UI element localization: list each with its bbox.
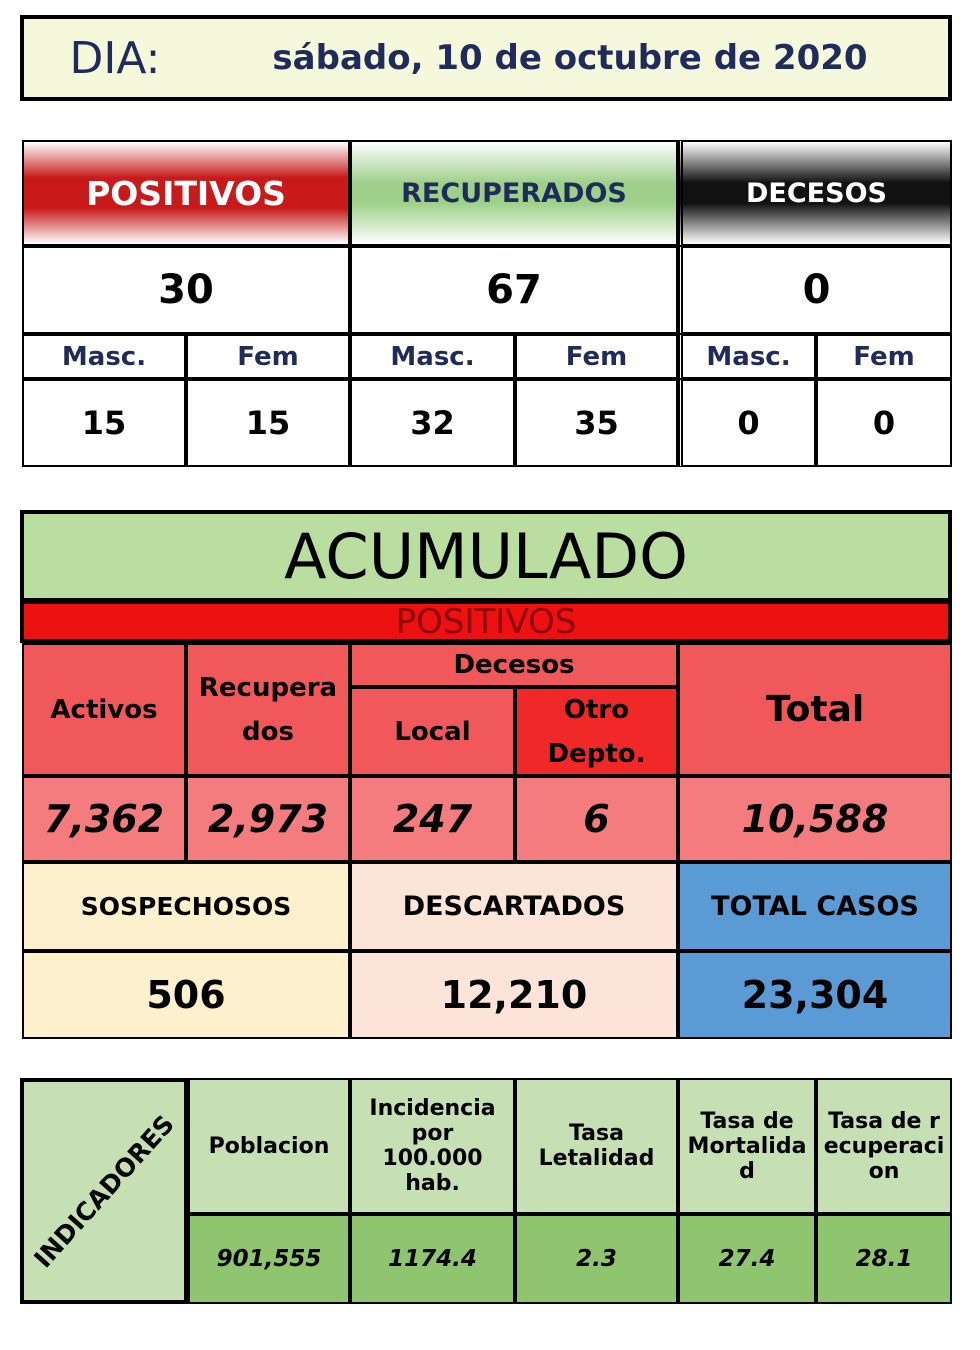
acc-header: Total xyxy=(678,643,952,776)
summary-label: SOSPECHOSOS xyxy=(22,862,350,951)
summary-label: DESCARTADOS xyxy=(350,862,678,951)
sex-value: 0 xyxy=(816,379,952,467)
sex-value: 32 xyxy=(350,379,515,467)
sex-label: Masc. xyxy=(678,334,816,379)
date: sábado, 10 de octubre de 2020 xyxy=(272,38,868,78)
acc-header: Otro Depto. xyxy=(515,687,678,776)
acc-title: ACUMULADO xyxy=(20,510,952,602)
indicators-box: INDICADORES xyxy=(20,1078,188,1304)
acc-header: Recuperados xyxy=(186,643,350,776)
acc-value: 7,362 xyxy=(22,776,186,862)
ind-label: Tasa Letalidad xyxy=(515,1078,678,1214)
acc-value: 247 xyxy=(350,776,515,862)
acc-value: 6 xyxy=(515,776,678,862)
ind-value: 2.3 xyxy=(515,1214,678,1304)
sex-value: 15 xyxy=(186,379,350,467)
summary-label: TOTAL CASOS xyxy=(678,862,952,951)
ind-value: 1174.4 xyxy=(350,1214,515,1304)
summary-value: 506 xyxy=(22,951,350,1039)
summary-value: 12,210 xyxy=(350,951,678,1039)
daily-total: 0 xyxy=(678,246,952,334)
sex-label: Fem xyxy=(186,334,350,379)
acc-value: 2,973 xyxy=(186,776,350,862)
acc-header: Decesos xyxy=(350,643,678,687)
sex-label: Fem xyxy=(515,334,678,379)
daily-header: POSITIVOS xyxy=(22,140,350,246)
ind-label: Poblacion xyxy=(188,1078,350,1214)
sex-value: 15 xyxy=(22,379,186,467)
ind-label: Tasa de recuperacion xyxy=(816,1078,952,1214)
summary-value: 23,304 xyxy=(678,951,952,1039)
date-box xyxy=(20,15,952,101)
acc-header: Local xyxy=(350,687,515,776)
acc-header: Activos xyxy=(22,643,186,776)
day-label: DIA: xyxy=(69,32,161,84)
sex-label: Fem xyxy=(816,334,952,379)
ind-label: Incidencia por 100.000 hab. xyxy=(350,1078,515,1214)
daily-header: DECESOS xyxy=(678,140,952,246)
ind-label: Tasa de Mortalidad xyxy=(678,1078,816,1214)
daily-total: 30 xyxy=(22,246,350,334)
ind-value: 901,555 xyxy=(188,1214,350,1304)
acc-subtitle: POSITIVOS xyxy=(20,600,952,643)
sex-value: 0 xyxy=(678,379,816,467)
daily-total: 67 xyxy=(350,246,678,334)
ind-value: 28.1 xyxy=(816,1214,952,1304)
daily-header: RECUPERADOS xyxy=(350,140,678,246)
ind-value: 27.4 xyxy=(678,1214,816,1304)
sex-label: Masc. xyxy=(22,334,186,379)
acc-value: 10,588 xyxy=(678,776,952,862)
sex-label: Masc. xyxy=(350,334,515,379)
indicators-title: INDICADORES xyxy=(28,1109,180,1273)
sex-value: 35 xyxy=(515,379,678,467)
